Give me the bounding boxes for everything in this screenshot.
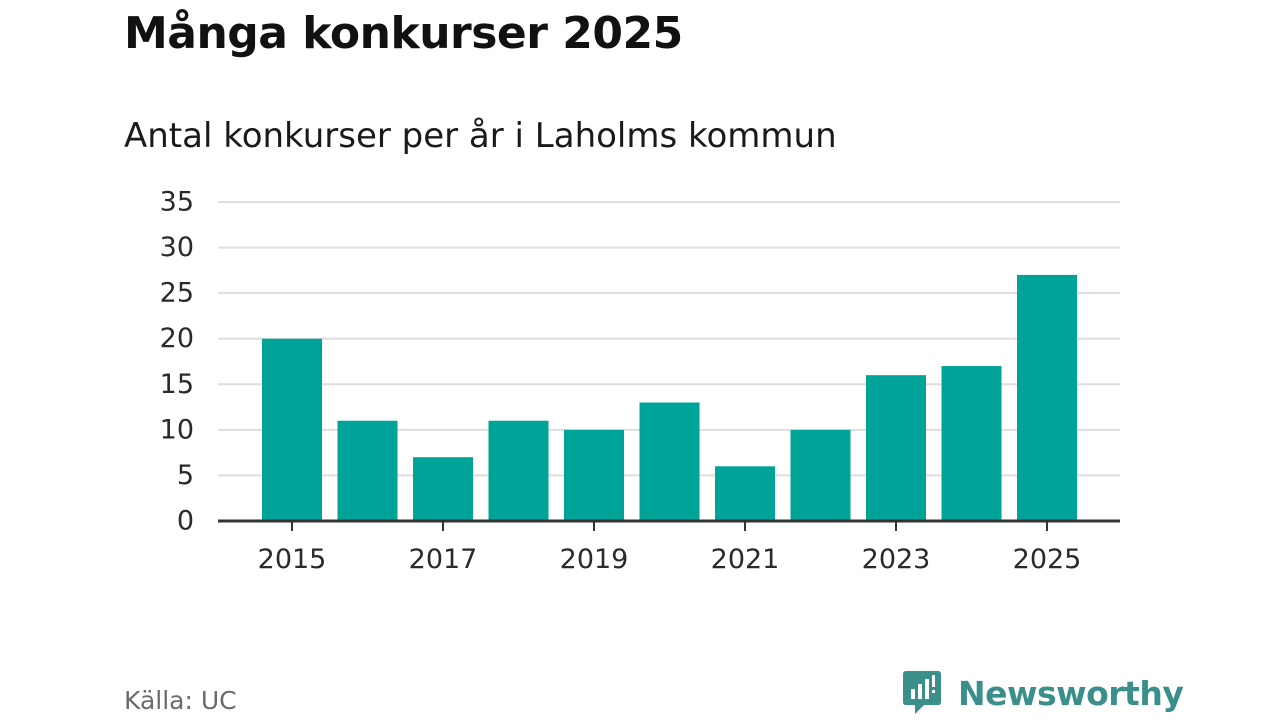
bar-2019 [564, 429, 624, 521]
y-tick-label: 35 [160, 187, 194, 218]
x-tick-label: 2015 [258, 544, 327, 575]
bar-2016 [337, 420, 398, 521]
x-tick-label: 2017 [409, 544, 478, 575]
bar-2024 [941, 366, 1002, 521]
x-tick-label: 2025 [1013, 544, 1082, 575]
x-tick-label: 2019 [560, 544, 629, 575]
bar-2023 [866, 375, 926, 521]
bar-2025 [1017, 274, 1077, 521]
bar-2015 [262, 338, 322, 521]
bar-2020 [639, 402, 700, 521]
axes [218, 519, 1120, 531]
newsworthy-logo-icon [903, 671, 941, 714]
y-tick-label: 15 [160, 369, 194, 400]
brand-name: Newsworthy [958, 673, 1184, 713]
x-tick-label: 2021 [711, 544, 780, 575]
y-tick-label: 0 [177, 506, 194, 537]
bar-2017 [413, 457, 473, 521]
bar-2018 [488, 420, 549, 521]
bar-2022 [790, 429, 851, 521]
brand-logo: Newsworthy [902, 670, 1184, 716]
chart-title: Många konkurser 2025 [124, 8, 683, 59]
y-tick-label: 20 [160, 323, 194, 354]
chart-subtitle: Antal konkurser per år i Laholms kommun [124, 116, 837, 156]
bars [262, 274, 1077, 521]
y-tick-label: 30 [160, 232, 194, 263]
y-tick-label: 5 [177, 460, 194, 491]
x-tick-label: 2023 [862, 544, 931, 575]
y-tick-label: 10 [160, 414, 194, 445]
bar-2021 [715, 466, 775, 521]
source-note: Källa: UC [124, 686, 237, 715]
y-tick-label: 25 [160, 278, 194, 309]
